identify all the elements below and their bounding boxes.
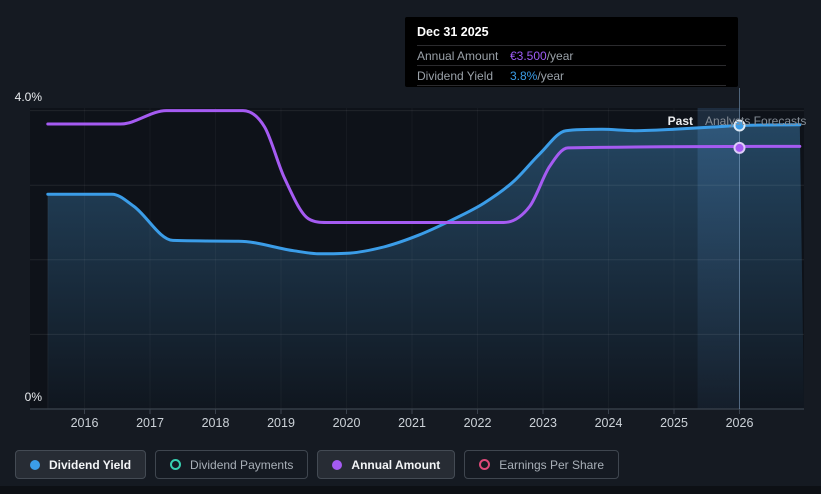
tooltip-divider xyxy=(417,45,726,46)
tooltip-label: Dividend Yield xyxy=(417,68,494,83)
hover-marker-annual-amount xyxy=(733,141,746,154)
x-axis-label: 2019 xyxy=(267,416,295,430)
forecast-highlight-band xyxy=(697,108,740,409)
y-axis-label-bottom: 0% xyxy=(24,390,42,404)
legend-label: Dividend Payments xyxy=(190,457,294,472)
annual-amount-dot-icon xyxy=(332,459,343,470)
legend-button-dividend-yield[interactable]: Dividend Yield xyxy=(15,450,147,479)
legend-button-dividend-payments[interactable]: Dividend Payments xyxy=(155,450,309,479)
dividend-payments-ring-icon xyxy=(170,459,182,470)
chart-canvas[interactable] xyxy=(0,0,821,445)
x-axis-label: 2016 xyxy=(70,416,99,430)
tooltip-value: 3.8% xyxy=(510,68,538,83)
x-axis-label: 2024 xyxy=(594,416,623,430)
tooltip-divider xyxy=(417,85,726,86)
x-axis-label: 2018 xyxy=(201,416,230,430)
hover-marker-dividend-yield xyxy=(733,119,746,132)
series-line-dividend-yield xyxy=(46,123,802,256)
series-line-annual-amount xyxy=(46,109,802,225)
legend-label: Annual Amount xyxy=(351,457,441,472)
analysts-forecasts-label: Analysts Forecasts xyxy=(705,114,807,128)
earnings-per-share-ring-icon xyxy=(479,459,491,470)
legend-label: Earnings Per Share xyxy=(499,457,605,472)
tooltip-suffix: /year xyxy=(537,68,565,83)
x-axis-label: 2020 xyxy=(332,416,361,430)
x-axis-label: 2025 xyxy=(660,416,688,430)
dividend-chart[interactable]: 4.0% 0% 2016 2017 2018 2019 2020 2021 2022 2023… xyxy=(0,0,821,445)
y-axis-label-top: 4.0% xyxy=(14,90,42,104)
tooltip-date: Dec 31 2025 xyxy=(417,25,489,39)
legend-button-earnings-per-share[interactable]: Earnings Per Share xyxy=(464,450,620,479)
chart-legend: Dividend Yield Dividend Payments Annual … xyxy=(15,450,620,479)
legend-button-annual-amount[interactable]: Annual Amount xyxy=(317,450,456,479)
tooltip-suffix: /year xyxy=(546,48,574,63)
tooltip-row-annual-amount: Annual Amount €3.500/year xyxy=(417,46,726,65)
x-axis-label: 2021 xyxy=(398,416,426,430)
dividend-yield-dot-icon xyxy=(30,459,40,470)
past-label: Past xyxy=(667,114,693,128)
tooltip-value: €3.500 xyxy=(510,48,547,63)
x-axis-label: 2017 xyxy=(136,416,164,430)
page-bottom-gutter xyxy=(0,486,821,494)
tooltip-label: Annual Amount xyxy=(417,48,499,63)
legend-label: Dividend Yield xyxy=(49,457,132,472)
x-axis-label: 2022 xyxy=(463,416,492,430)
x-axis-label: 2026 xyxy=(725,416,754,430)
tooltip-row-dividend-yield: Dividend Yield 3.8%/year xyxy=(417,66,726,85)
dividend-yield-area xyxy=(47,124,805,410)
chart-tooltip: Dec 31 2025 Annual Amount €3.500/year Di… xyxy=(405,17,738,87)
tooltip-divider xyxy=(417,65,726,66)
x-axis-label: 2023 xyxy=(529,416,557,430)
